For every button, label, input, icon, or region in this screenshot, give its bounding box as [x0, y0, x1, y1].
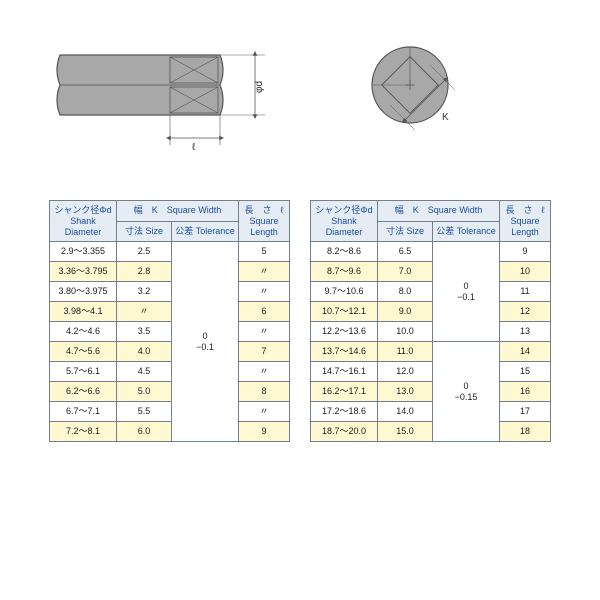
th-width-2: 幅 K Square Width: [378, 201, 500, 222]
th-length-2: 長 さ ℓ Square Length: [500, 201, 551, 242]
tol-cell-1: 0 −0.1: [172, 242, 239, 442]
side-view-drawing: φd ℓ: [40, 20, 300, 170]
th-width: 幅 K Square Width: [117, 201, 239, 222]
tol-cell-2b: 0 −0.15: [433, 342, 500, 442]
spec-tables: シャンク径Φd Shank Diameter 幅 K Square Width …: [20, 200, 580, 440]
end-view-drawing: K: [350, 20, 500, 170]
th-length: 長 さ ℓ Square Length: [239, 201, 290, 242]
tol-cell-2a: 0 −0.1: [433, 242, 500, 342]
spec-table-right: シャンク径Φd Shank Diameter 幅 K Square Width …: [310, 200, 551, 442]
th-tol: 公差 Tolerance: [172, 221, 239, 242]
th-diameter: シャンク径Φd Shank Diameter: [50, 201, 117, 242]
th-size-2: 寸法 Size: [378, 221, 433, 242]
svg-text:φd: φd: [254, 81, 265, 93]
svg-text:ℓ: ℓ: [192, 142, 196, 153]
tech-figures: φd ℓ K: [20, 20, 580, 170]
th-tol-2: 公差 Tolerance: [433, 221, 500, 242]
th-diameter-2: シャンク径Φd Shank Diameter: [311, 201, 378, 242]
svg-text:K: K: [442, 112, 449, 123]
th-size: 寸法 Size: [117, 221, 172, 242]
spec-table-left: シャンク径Φd Shank Diameter 幅 K Square Width …: [49, 200, 290, 442]
